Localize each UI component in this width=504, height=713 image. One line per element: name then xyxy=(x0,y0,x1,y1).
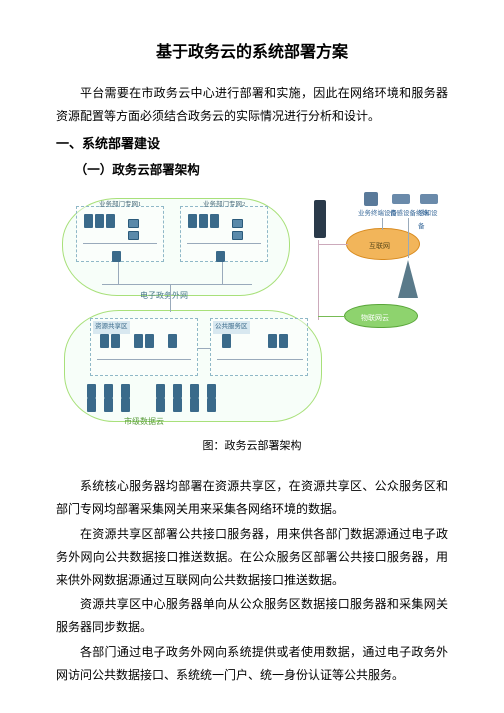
section-1-heading: 一、系统部署建设 xyxy=(56,132,448,157)
zone-box-2: 公共服务区 xyxy=(210,318,308,376)
antenna-icon xyxy=(398,260,418,298)
architecture-diagram: 互联网 物联网云 业务部门专网1 业务部门专网2 电子政务外网 资源共享区 xyxy=(62,188,442,430)
page-title: 基于政务云的系统部署方案 xyxy=(56,38,448,68)
paragraph-4: 各部门通过电子政务外网向系统提供或者使用数据，通过电子政务外网访问公共数据接口、… xyxy=(56,641,448,687)
diagram-container: 互联网 物联网云 业务部门专网1 业务部门专网2 电子政务外网 资源共享区 xyxy=(56,188,448,467)
device-icon-1 xyxy=(364,192,378,206)
zone2-label: 公共服务区 xyxy=(213,321,250,333)
dept-box-2: 业务部门专网2 xyxy=(180,206,268,262)
datacenter-label: 市级数据云 xyxy=(124,414,164,429)
rack-icon xyxy=(314,200,326,238)
dept-box-1: 业务部门专网1 xyxy=(76,206,164,262)
paragraph-3: 资源共享区中心服务器单向从公众服务区数据接口服务器和采集网关服务器同步数据。 xyxy=(56,593,448,639)
dept1-label: 业务部门专网1 xyxy=(99,199,141,211)
dept2-label: 业务部门专网2 xyxy=(203,199,245,211)
zone1-label: 资源共享区 xyxy=(93,321,130,333)
bottom-servers xyxy=(86,384,217,412)
section-1-1-heading: （一）政务云部署架构 xyxy=(56,159,448,183)
intro-paragraph: 平台需要在市政务云中心进行部署和实施，因此在网络环境和服务器资源配置等方面必须结… xyxy=(56,82,448,128)
device-icon-3 xyxy=(420,194,438,204)
paragraph-2: 在资源共享区部署公共接口服务器，用来供各部门数据源通过电子政务外网向公共数据接口… xyxy=(56,523,448,591)
internet-label: 互联网 xyxy=(369,240,390,253)
right-label-3: 感知设备 xyxy=(418,208,442,233)
wireless-label: 物联网云 xyxy=(361,312,389,325)
figure-caption: 图：政务云部署架构 xyxy=(203,436,302,457)
zone-box-1: 资源共享区 xyxy=(90,318,198,376)
cloud-wireless: 物联网云 xyxy=(344,304,418,328)
extranet-label: 电子政务外网 xyxy=(140,288,188,303)
device-icon-2 xyxy=(392,194,410,204)
paragraph-1: 系统核心服务器均部署在资源共享区，在资源共享区、公众服务区和部门专网均部署采集网… xyxy=(56,475,448,521)
